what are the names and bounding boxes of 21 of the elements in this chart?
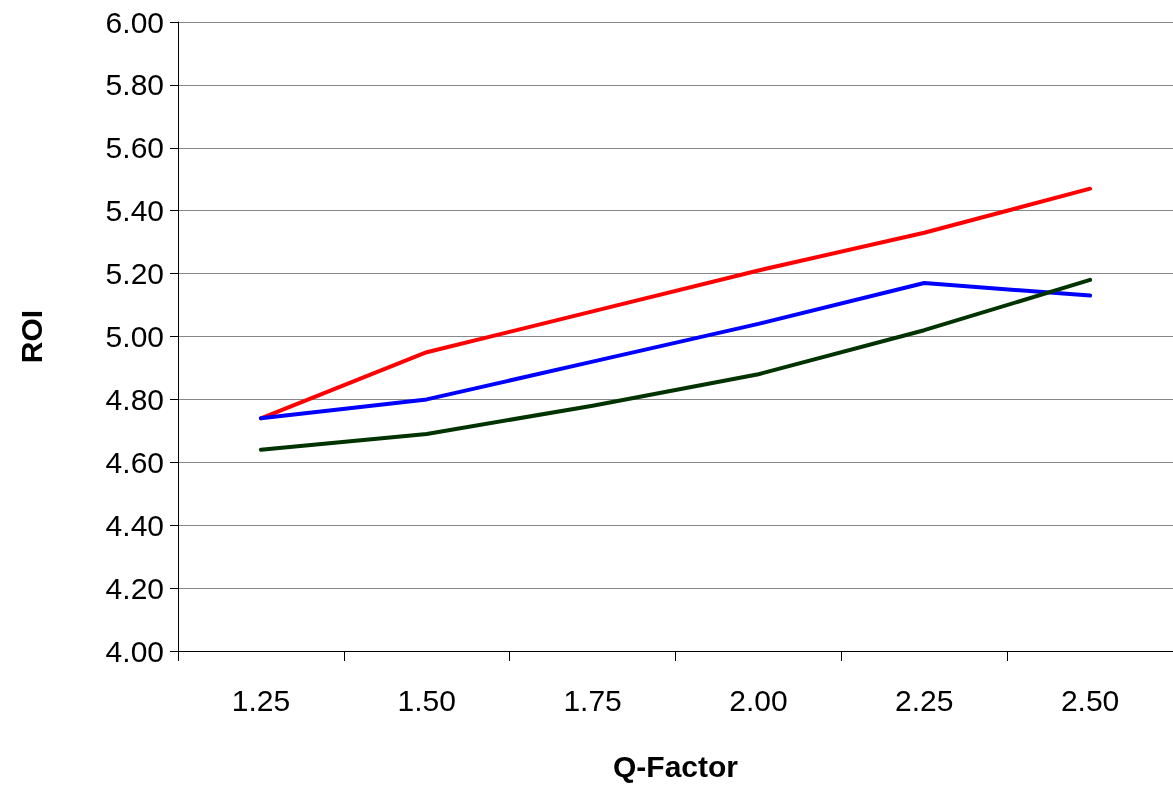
y-tick-label: 4.20 xyxy=(105,571,164,605)
y-tick-label: 6.00 xyxy=(105,5,164,39)
x-tick-label: 1.50 xyxy=(397,683,456,717)
x-tick-label: 2.25 xyxy=(895,683,954,717)
y-tick-label: 5.60 xyxy=(105,131,164,165)
x-axis-title: Q-Factor xyxy=(612,749,739,783)
x-tick-label: 1.75 xyxy=(563,683,622,717)
y-tick-label: 5.00 xyxy=(105,320,164,353)
y-tick-label: 4.80 xyxy=(105,382,164,416)
line-series xyxy=(258,277,1093,452)
y-tick-label: 4.60 xyxy=(105,445,164,479)
y-tick-label: 5.20 xyxy=(105,257,164,291)
x-tick-label: 2.00 xyxy=(729,683,788,717)
y-tick-label: 4.40 xyxy=(105,508,164,542)
y-axis-title: ROI xyxy=(14,309,48,364)
y-tick-label: 4.00 xyxy=(105,634,164,668)
line-series xyxy=(258,281,1093,421)
x-tick-label: 2.50 xyxy=(1060,683,1120,717)
x-tick-label: 1.25 xyxy=(231,683,291,717)
y-tick-label: 5.80 xyxy=(105,68,164,102)
y-tick-label: 5.40 xyxy=(105,194,164,228)
